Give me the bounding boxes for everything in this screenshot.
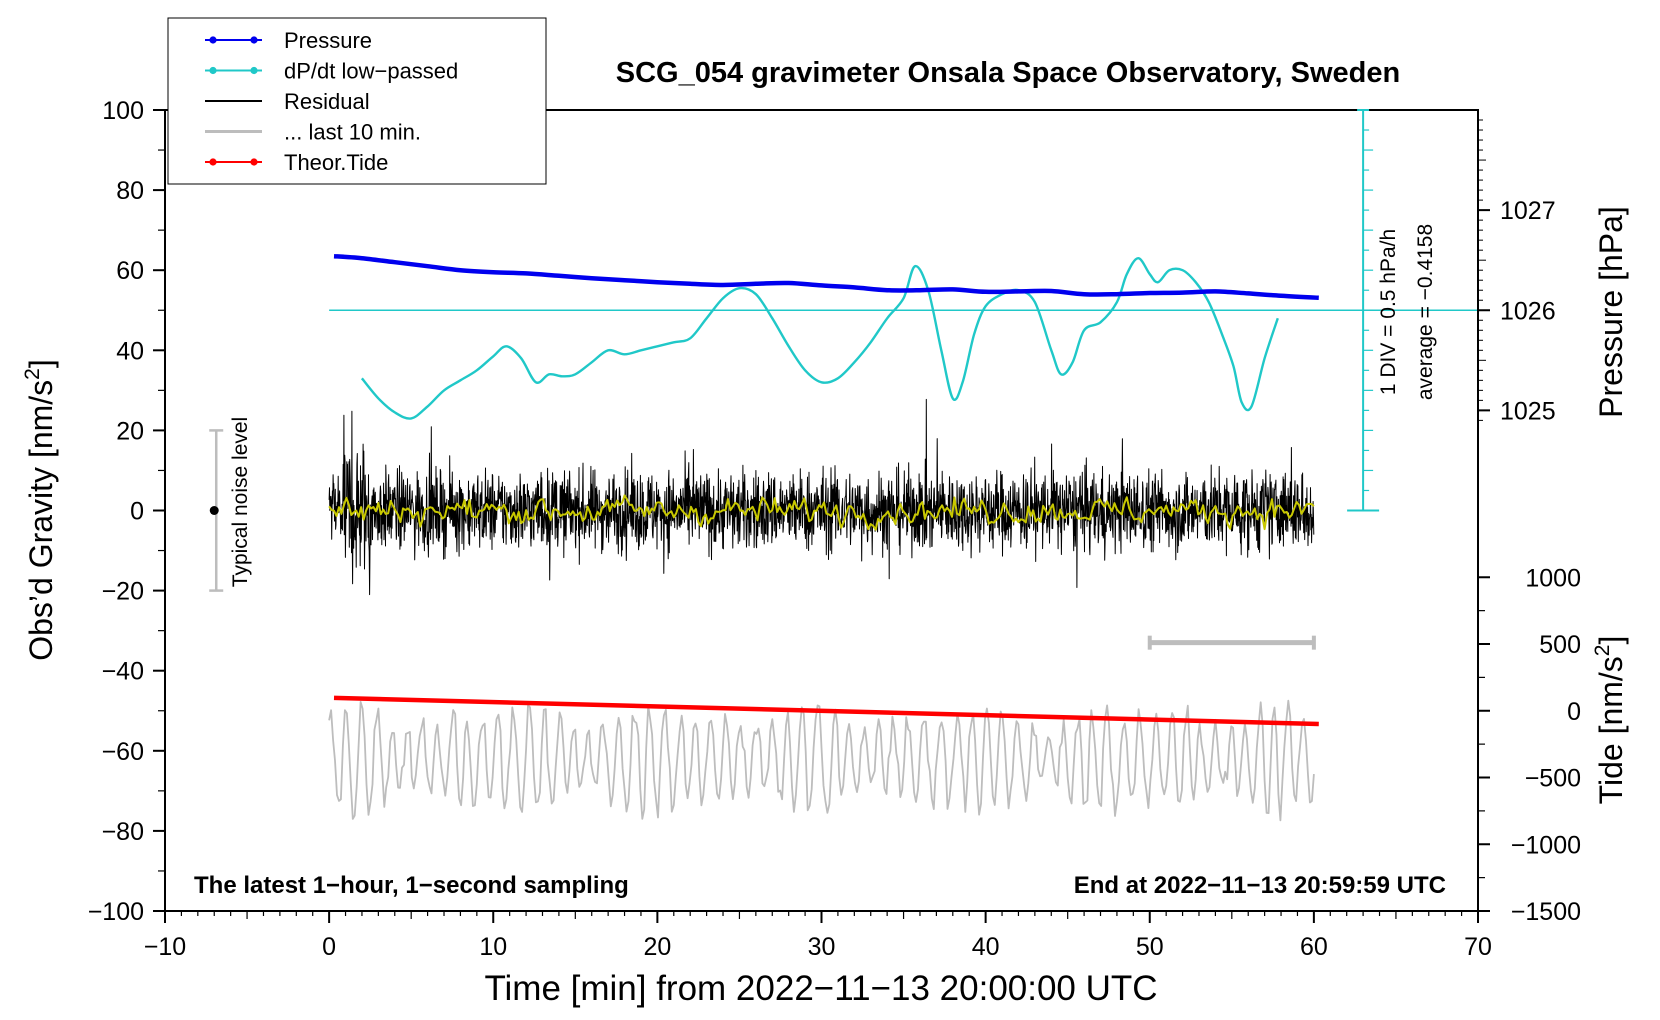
series-layer [328,253,1319,822]
y-tick-label: 100 [102,97,144,125]
legend-label: Pressure [284,28,372,53]
y-tick-label: −100 [88,898,144,926]
tide-tick-label: −1500 [1511,898,1581,926]
tide-line [333,695,1319,727]
y-axis-label-left-sup: 2 [21,368,44,380]
legend-marker [209,66,217,75]
chart-title: SCG_054 gravimeter Onsala Space Observat… [616,57,1400,89]
x-tick-label: 0 [322,933,336,961]
x-axis-label: Time [min] from 2022−11−13 20:00:00 UTC [484,969,1157,1008]
legend-label: Theor.Tide [284,150,388,175]
annotation-bottom-left: The latest 1−hour, 1−second sampling [194,872,629,899]
pressure-axis: 1027 1026 1025 [1478,119,1556,425]
legend-label: dP/dt low−passed [284,59,458,84]
annotation-bottom-right: End at 2022−11−13 20:59:59 UTC [1074,872,1446,899]
y-tick-label: 40 [116,337,144,365]
legend-label: Residual [284,89,370,114]
legend-label: ... last 10 min. [284,120,421,145]
y-axis-label-left-base: Obs’d Gravity [nm/s [23,380,59,661]
dpdt-scale-bar [1347,109,1380,512]
dpdt-line [360,257,1279,420]
x-tick-label: 60 [1300,933,1328,961]
y-tick-label: 80 [116,177,144,205]
last10-line [328,699,1315,822]
tide-axis-label-sup: 2 [1591,645,1614,657]
x-tick-label: 30 [808,933,836,961]
x-tick-label: 50 [1136,933,1164,961]
y-tick-label: 20 [116,417,144,445]
legend-marker [250,36,258,44]
legend-marker [250,158,258,166]
noise-label: Typical noise level [229,417,252,587]
tide-tick-label: 1000 [1525,564,1581,592]
x-tick-label: 20 [643,933,671,961]
y-tick-label: 60 [116,257,144,285]
tide-tick-label: 500 [1539,631,1581,659]
y-tick-label: −80 [102,818,144,846]
tide-tick-label: −500 [1525,765,1581,793]
x-tick-label: 10 [479,933,507,961]
x-tick-label: 70 [1464,933,1492,961]
y-tick-label: −40 [102,658,144,686]
tide-axis: 1000 500 0 −500 −1000 −1500 [1478,564,1581,926]
dpdt-div-label: 1 DIV = 0.5 hPa/h [1377,229,1400,395]
legend-marker [250,66,258,75]
residual-smoothed-line [328,494,1315,531]
legend-marker [209,158,217,166]
noise-level-indicator [209,429,224,592]
x-tick-label: −10 [144,933,186,961]
tide-axis-label-end: ] [1593,636,1629,645]
dpdt-average-label: average = −0.4158 [1414,224,1437,400]
tide-axis-label: Tide [nm/s2] [1591,636,1629,805]
y-tick-label: −60 [102,738,144,766]
x-tick-label: 40 [972,933,1000,961]
x-axis: −10 0 10 20 30 40 50 60 70 [144,911,1492,961]
legend: Pressure dP/dt low−passed Residual ... last… [167,17,547,185]
pressure-tick-label: 1026 [1500,297,1556,325]
tide-tick-label: 0 [1567,698,1581,726]
pressure-axis-label: Pressure [hPa] [1593,206,1629,418]
last-10-min-bar [1147,635,1316,650]
tide-axis-label-base: Tide [nm/s [1593,656,1629,804]
noise-bar-center-dot [209,506,219,515]
y-tick-label: −20 [102,578,144,606]
y-axis-label-left: Obs’d Gravity [nm/s2] [21,359,59,661]
y-axis-left: 100 80 60 40 20 0 −20 −40 −60 −80 −100 [88,97,165,926]
y-tick-label: 0 [130,498,144,526]
pressure-tick-label: 1027 [1500,197,1556,225]
pressure-tick-label: 1025 [1500,397,1556,425]
legend-marker [209,36,217,44]
pressure-line [333,253,1319,301]
residual-line [328,398,1315,596]
tide-tick-label: −1000 [1511,831,1581,859]
legend-entries: Pressure dP/dt low−passed Residual ... last… [205,28,458,175]
y-axis-label-left-end: ] [23,359,59,368]
